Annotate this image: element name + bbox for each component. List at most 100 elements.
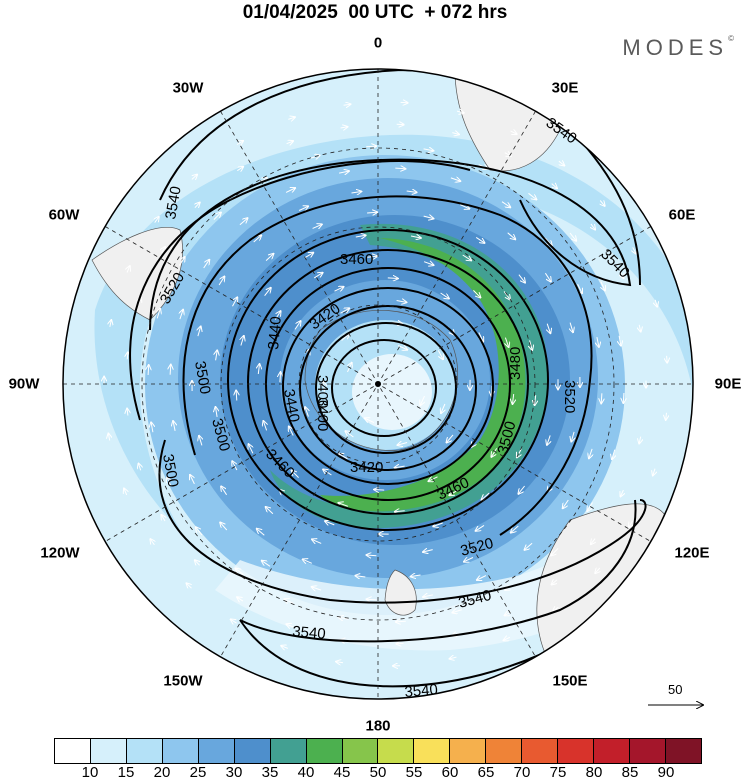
- wind-arrow: [411, 575, 421, 577]
- wind-vectors: [104, 102, 667, 666]
- wind-arrow: [420, 395, 424, 405]
- lon-label-120w: 120W: [40, 544, 80, 562]
- colorbar-swatch: [234, 739, 271, 763]
- wind-arrow: [236, 141, 243, 145]
- colorbar-label: 45: [333, 764, 351, 781]
- wind-arrow: [374, 490, 385, 491]
- wind-arrow: [280, 372, 281, 383]
- wind-arrow: [336, 662, 344, 663]
- wind-arrow: [511, 525, 519, 533]
- wind-arrow: [552, 184, 557, 189]
- colorbar-swatch: [665, 739, 701, 763]
- colorbar-swatch: [450, 739, 487, 763]
- colorbar-swatch: [342, 739, 379, 763]
- wind-arrow: [601, 281, 605, 290]
- wind-arrow: [406, 191, 417, 192]
- wind-arrow: [449, 489, 459, 495]
- wind-arrow: [262, 561, 271, 567]
- colorbar-swatch: [522, 739, 559, 763]
- wind-arrow: [507, 232, 516, 240]
- wind-arrow: [150, 539, 154, 546]
- wind-arrow: [456, 111, 464, 113]
- antarctica-coastline: [304, 309, 458, 451]
- colorbar-swatch: [486, 739, 523, 763]
- wind-arrow: [195, 560, 200, 565]
- wind-arrow: [639, 436, 641, 444]
- wind-arrow: [249, 444, 253, 454]
- contour-line: [227, 229, 549, 531]
- wind-arrow: [343, 104, 351, 105]
- wind-arrow: [666, 412, 667, 420]
- wind-arrow: [530, 340, 533, 350]
- colorbar-swatch: [594, 739, 630, 763]
- colorbar-label: 60: [441, 764, 459, 781]
- contour-label: 3440: [280, 388, 303, 424]
- lon-label-60w: 60W: [48, 206, 80, 224]
- wind-arrow: [253, 235, 262, 243]
- wind-arrow: [180, 310, 183, 320]
- colorbar-label: 50: [369, 764, 387, 781]
- wind-arrow: [437, 350, 443, 359]
- colorbar-label: 15: [117, 764, 135, 781]
- wind-arrow: [518, 485, 525, 494]
- map-title: 01/04/2025 00 UTC + 072 hrs: [242, 2, 508, 23]
- wind-arrow: [148, 365, 149, 376]
- brand-name: MODES: [622, 35, 729, 60]
- wind-arrow: [601, 393, 602, 403]
- wind-arrow: [578, 283, 582, 293]
- wind-arrow: [570, 322, 573, 333]
- colorbar-label: 80: [585, 764, 603, 781]
- wind-band-40: [270, 223, 549, 529]
- wind-arrow: [179, 257, 185, 266]
- wind-arrow: [340, 127, 348, 128]
- reference-vector-label: 50: [668, 682, 683, 697]
- contour-label: 3420: [350, 459, 383, 476]
- wind-arrow: [170, 365, 171, 375]
- wind-arrow: [198, 327, 201, 337]
- colorbar-label: 55: [405, 764, 423, 781]
- wind-arrow: [423, 216, 434, 219]
- wind-arrow: [199, 436, 202, 446]
- wind-arrow: [304, 253, 314, 259]
- colorbar-label: 35: [261, 764, 279, 781]
- wind-arrow: [595, 568, 600, 573]
- wind-arrow: [220, 523, 228, 531]
- copyright-mark: ©: [728, 34, 734, 43]
- wind-arrow: [591, 538, 595, 545]
- wind-arrow: [551, 548, 559, 555]
- colorbar-swatch: [630, 739, 666, 763]
- wind-arrow: [341, 334, 350, 341]
- wind-arrow: [589, 448, 592, 458]
- wind-arrow: [292, 471, 299, 478]
- colorbar-swatch: [162, 739, 199, 763]
- wind-arrow: [479, 332, 483, 342]
- wind-arrow: [397, 346, 407, 350]
- wind-arrow: [503, 291, 510, 299]
- contour-label: 3540: [162, 185, 185, 221]
- wind-arrow: [195, 203, 200, 208]
- brand-logo: MODES©: [622, 34, 734, 61]
- colorbar-label: 65: [477, 764, 495, 781]
- wind-arrow: [274, 311, 280, 320]
- colorbar-label: 25: [189, 764, 207, 781]
- colorbar-label: 70: [513, 764, 531, 781]
- wind-arrow: [196, 527, 203, 536]
- contour-line: [182, 195, 593, 536]
- wind-arrow: [667, 355, 668, 363]
- wind-arrow: [473, 290, 480, 297]
- wind-arrow: [340, 308, 350, 314]
- wind-arrow: [237, 167, 243, 171]
- wind-arrow: [127, 409, 128, 416]
- wind-arrow: [475, 236, 484, 243]
- wind-arrow: [351, 192, 362, 194]
- wind-arrow: [504, 637, 511, 640]
- wind-arrow: [423, 550, 433, 552]
- wind-arrow: [110, 320, 112, 328]
- wind-band-20: [94, 134, 693, 530]
- wind-arrow: [433, 523, 443, 526]
- wind-arrow: [218, 277, 224, 286]
- wind-arrow: [124, 489, 127, 496]
- wind-arrow: [633, 247, 636, 253]
- wind-arrow: [367, 599, 377, 600]
- wind-arrow: [108, 434, 109, 441]
